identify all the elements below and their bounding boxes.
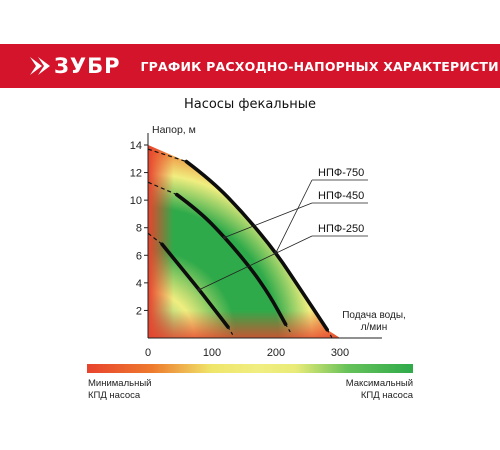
y-tick-label: 4 bbox=[136, 278, 142, 290]
leader-dot-3 bbox=[197, 287, 201, 292]
curve-tail-3 bbox=[227, 326, 235, 338]
x-tick-label: 100 bbox=[203, 347, 221, 359]
curve-dashed-2 bbox=[147, 181, 178, 196]
leader-line-2 bbox=[224, 202, 313, 238]
chart-title: Насосы фекальные bbox=[183, 97, 317, 112]
leader-line-3 bbox=[199, 235, 313, 291]
y-tick-label: 6 bbox=[136, 250, 142, 262]
series-label-2: НПФ-450 bbox=[318, 190, 364, 202]
legend-max-label: Максимальный КПД насоса bbox=[346, 378, 413, 402]
x-tick-label: 0 bbox=[145, 347, 151, 359]
y-tick-label: 2 bbox=[136, 305, 142, 317]
brand-logo: ЗУБР bbox=[28, 54, 121, 78]
curve-tail-2 bbox=[285, 323, 293, 335]
leader-dot-2 bbox=[223, 235, 227, 240]
y-tick-label: 10 bbox=[130, 195, 142, 207]
legend-min-label: Минимальный КПД насоса bbox=[88, 378, 151, 402]
efficiency-legend-bar bbox=[87, 364, 413, 373]
y-tick-label: 14 bbox=[130, 140, 142, 152]
x-axis-label-line2: л/мин bbox=[361, 322, 388, 333]
y-tick-label: 12 bbox=[130, 168, 142, 180]
brand-arrow-icon bbox=[30, 57, 50, 75]
y-tick-label: 8 bbox=[136, 223, 142, 235]
leader-line-1 bbox=[275, 179, 313, 253]
efficiency-region-edge-bottom bbox=[148, 145, 340, 338]
series-label-1: НПФ-750 bbox=[318, 167, 364, 179]
header-title: ГРАФИК РАСХОДНО-НАПОРНЫХ ХАРАКТЕРИСТИК bbox=[140, 58, 500, 74]
x-axis-label-line1: Подача воды, bbox=[342, 310, 406, 321]
series-label-3: НПФ-250 bbox=[318, 223, 364, 235]
x-tick-label: 200 bbox=[267, 347, 285, 359]
curve-нпф-450 bbox=[175, 192, 288, 327]
legend-max-line2: КПД насоса bbox=[360, 390, 413, 401]
legend-min-line2: КПД насоса bbox=[88, 390, 141, 401]
curve-tail-1 bbox=[326, 329, 334, 341]
legend-max-line1: Максимальный bbox=[345, 378, 413, 389]
legend-min-line1: Минимальный bbox=[88, 378, 152, 389]
x-tick-label: 300 bbox=[331, 347, 349, 359]
curve-нпф-750 bbox=[184, 159, 329, 332]
brand-name: ЗУБР bbox=[54, 54, 121, 78]
header-banner: ЗУБР ГРАФИК РАСХОДНО-НАПОРНЫХ ХАРАКТЕРИС… bbox=[0, 44, 500, 88]
curve-dashed-3 bbox=[147, 232, 163, 245]
y-axis-label: Напор, м bbox=[152, 124, 196, 136]
